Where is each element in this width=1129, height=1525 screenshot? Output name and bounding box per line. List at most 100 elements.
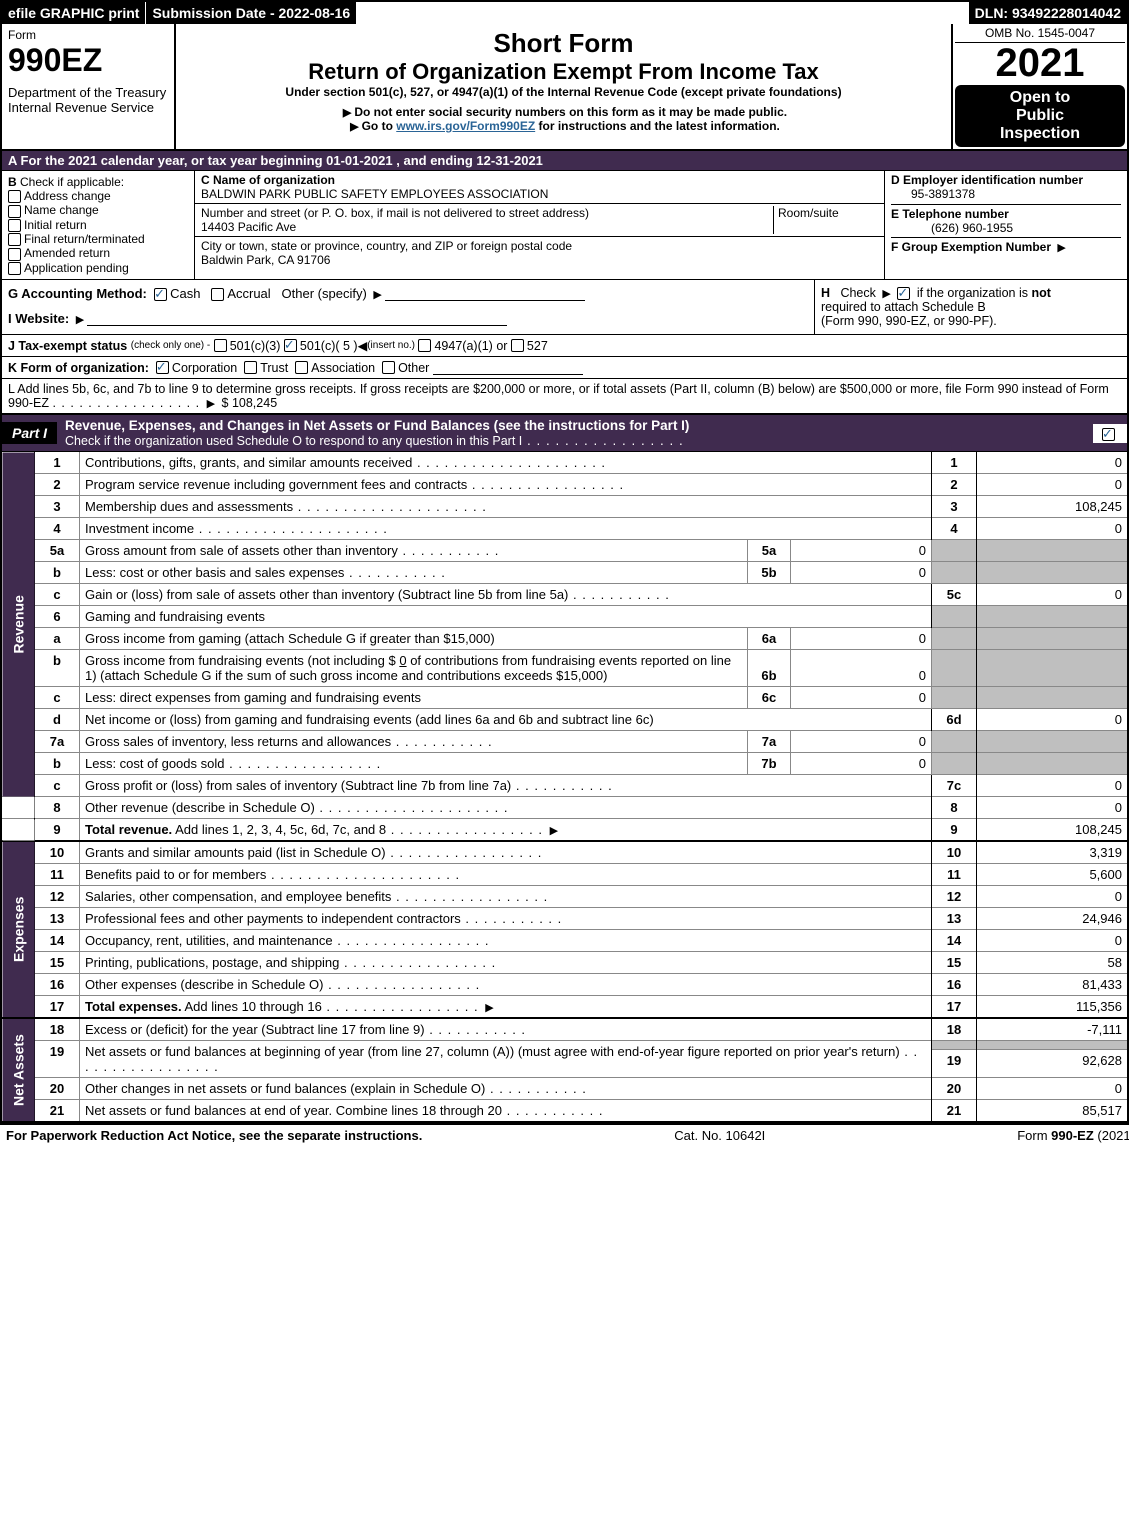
row-a: A For the 2021 calendar year, or tax yea…	[2, 151, 1127, 171]
topbar-spacer	[357, 2, 969, 24]
subval-5a: 0	[791, 540, 932, 562]
check-cash[interactable]	[154, 288, 167, 301]
check-amended[interactable]: Amended return	[8, 246, 188, 260]
row-j: J Tax-exempt status (check only one) - 5…	[2, 335, 1127, 357]
check-accrual[interactable]	[211, 288, 224, 301]
amount-1: 0	[977, 452, 1128, 474]
efile-label: efile GRAPHIC print	[2, 2, 146, 24]
col-d: D Employer identification number 95-3891…	[884, 171, 1127, 279]
check-initial-return[interactable]: Initial return	[8, 218, 188, 232]
check-schedule-b[interactable]	[897, 287, 910, 300]
street-label: Number and street (or P. O. box, if mail…	[201, 206, 589, 220]
c-label: C Name of organization	[201, 173, 335, 187]
return-title: Return of Organization Exempt From Incom…	[184, 59, 943, 85]
vtab-netassets: Net Assets	[2, 1018, 35, 1122]
row-l: L Add lines 5b, 6c, and 7b to line 9 to …	[2, 379, 1127, 414]
accounting-method: G Accounting Method: Cash Accrual Other …	[8, 286, 808, 301]
row-7c: c Gross profit or (loss) from sales of i…	[2, 775, 1127, 797]
irs-link[interactable]: www.irs.gov/Form990EZ	[396, 119, 535, 133]
amount-18: -7,111	[977, 1018, 1128, 1041]
check-name-change[interactable]: Name change	[8, 203, 188, 217]
row-k: K Form of organization: Corporation Trus…	[2, 357, 1127, 379]
header-left: Form 990EZ Department of the Treasury In…	[2, 24, 176, 149]
check-address-change[interactable]: Address change	[8, 189, 188, 203]
website-row: I Website:	[8, 311, 808, 326]
check-final-return[interactable]: Final return/terminated	[8, 232, 188, 246]
top-bar: efile GRAPHIC print Submission Date - 20…	[2, 2, 1127, 24]
check-pending[interactable]: Application pending	[8, 261, 188, 275]
subval-7a: 0	[791, 731, 932, 753]
submission-date: Submission Date - 2022-08-16	[146, 2, 357, 24]
subval-7b: 0	[791, 753, 932, 775]
subval-6a: 0	[791, 628, 932, 650]
subval-6b: 0	[791, 650, 932, 687]
room-suite-label: Room/suite	[773, 206, 878, 234]
amount-7c: 0	[977, 775, 1128, 797]
col-b: B Check if applicable: Address change Na…	[2, 171, 195, 279]
check-other-org[interactable]	[382, 361, 395, 374]
check-501c3[interactable]	[214, 339, 227, 352]
org-street: 14403 Pacific Ave	[201, 220, 296, 234]
check-527[interactable]	[511, 339, 524, 352]
ein-label: D Employer identification number	[891, 173, 1083, 187]
amount-8: 0	[977, 797, 1128, 819]
amount-5c: 0	[977, 584, 1128, 606]
amount-9: 108,245	[977, 819, 1128, 842]
vtab-revenue: Revenue	[2, 452, 35, 797]
short-form-title: Short Form	[184, 28, 943, 59]
amount-11: 5,600	[977, 864, 1128, 886]
part-i-table: Revenue 1 Contributions, gifts, grants, …	[2, 452, 1127, 1123]
header-sub3: Go to www.irs.gov/Form990EZ for instruct…	[184, 119, 943, 133]
dept-irs: Internal Revenue Service	[8, 100, 168, 115]
amount-17: 115,356	[977, 996, 1128, 1019]
check-501c[interactable]	[284, 339, 297, 352]
amount-15: 58	[977, 952, 1128, 974]
footer: For Paperwork Reduction Act Notice, see …	[0, 1125, 1129, 1146]
amount-14: 0	[977, 930, 1128, 952]
vtab-expenses: Expenses	[2, 841, 35, 1018]
ein-value: 95-3891378	[891, 187, 975, 201]
amount-12: 0	[977, 886, 1128, 908]
amount-10: 3,319	[977, 841, 1128, 864]
open-to-public: Open to Public Inspection	[955, 85, 1125, 147]
form-number: 990EZ	[8, 42, 168, 79]
section-bcd: B Check if applicable: Address change Na…	[2, 171, 1127, 280]
group-exemption-label: F Group Exemption Number	[891, 240, 1051, 254]
col-c: C Name of organization BALDWIN PARK PUBL…	[195, 171, 884, 279]
tax-year: 2021	[955, 43, 1125, 83]
subval-5b: 0	[791, 562, 932, 584]
part-i-label: Part I	[2, 422, 57, 444]
check-4947[interactable]	[418, 339, 431, 352]
subval-6c: 0	[791, 687, 932, 709]
dept-treasury: Department of the Treasury	[8, 85, 168, 100]
amount-21: 85,517	[977, 1100, 1128, 1123]
header-sub2: Do not enter social security numbers on …	[184, 105, 943, 119]
amount-3: 108,245	[977, 496, 1128, 518]
amount-6d: 0	[977, 709, 1128, 731]
amount-13: 24,946	[977, 908, 1128, 930]
org-city: Baldwin Park, CA 91706	[201, 253, 330, 267]
row-h: H Check if the organization is not requi…	[814, 280, 1127, 334]
header: Form 990EZ Department of the Treasury In…	[2, 24, 1127, 151]
form-container: efile GRAPHIC print Submission Date - 20…	[0, 0, 1129, 1125]
check-trust[interactable]	[244, 361, 257, 374]
dln: DLN: 93492228014042	[969, 2, 1127, 24]
header-center: Short Form Return of Organization Exempt…	[176, 24, 951, 149]
amount-16: 81,433	[977, 974, 1128, 996]
part-i-title: Revenue, Expenses, and Changes in Net As…	[57, 415, 1093, 451]
check-assoc[interactable]	[295, 361, 308, 374]
phone-label: E Telephone number	[891, 207, 1009, 221]
footer-left: For Paperwork Reduction Act Notice, see …	[6, 1128, 422, 1143]
amount-2: 0	[977, 474, 1128, 496]
footer-right: Form 990-EZ (2021)	[1017, 1128, 1129, 1143]
header-sub1: Under section 501(c), 527, or 4947(a)(1)…	[184, 85, 943, 99]
header-right: OMB No. 1545-0047 2021 Open to Public In…	[951, 24, 1127, 149]
footer-cat: Cat. No. 10642I	[674, 1128, 765, 1143]
amount-20: 0	[977, 1078, 1128, 1100]
amount-19: 92,628	[977, 1050, 1128, 1078]
part-i-checkbox[interactable]	[1093, 424, 1127, 443]
form-word: Form	[8, 28, 168, 42]
amount-4: 0	[977, 518, 1128, 540]
check-corp[interactable]	[156, 361, 169, 374]
part-i-header: Part I Revenue, Expenses, and Changes in…	[2, 414, 1127, 452]
